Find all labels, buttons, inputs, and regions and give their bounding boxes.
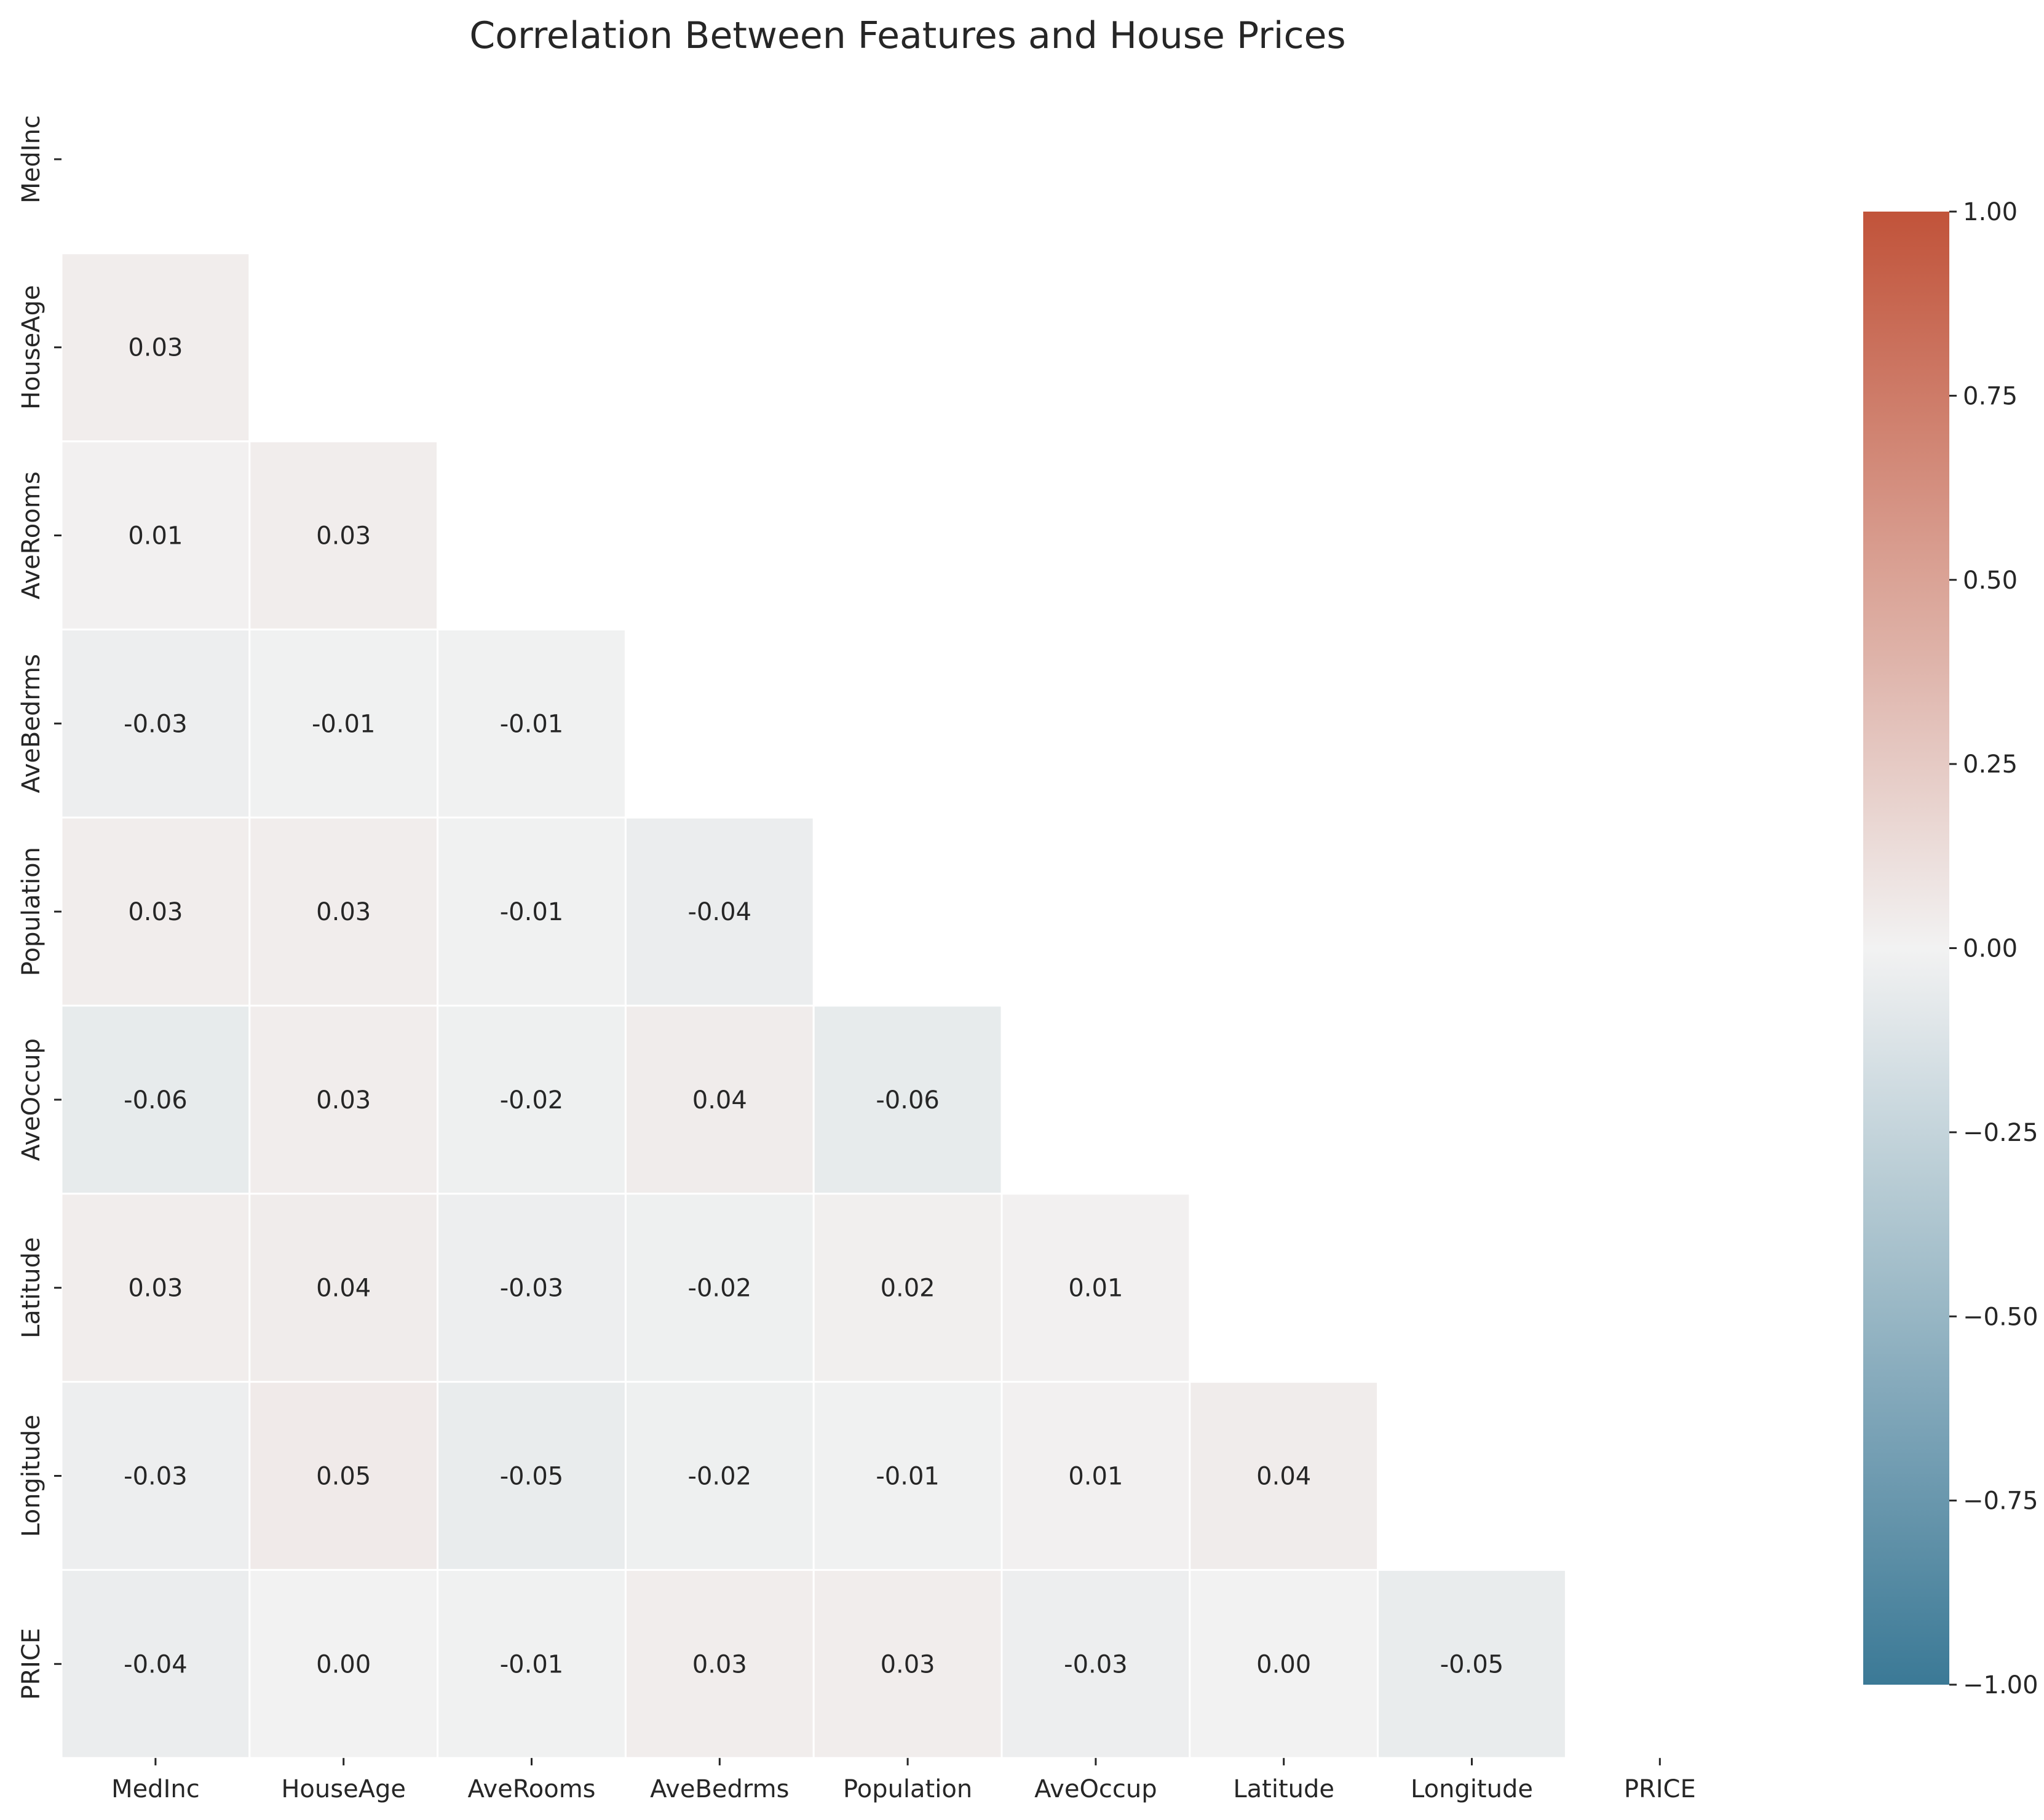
cell-annotation: 0.03 — [316, 522, 371, 550]
heatmap-cell — [248, 628, 439, 819]
heatmap-cell — [812, 1004, 1003, 1195]
cell-annotation: -0.05 — [500, 1463, 564, 1491]
cell-annotation: -0.05 — [1440, 1650, 1504, 1679]
y-tick-label: AveBedrms — [17, 654, 46, 793]
heatmap-cell — [60, 1381, 251, 1571]
x-tick-label: Population — [843, 1775, 972, 1803]
heatmap-cell — [1377, 1568, 1567, 1759]
cell-annotation: -0.01 — [312, 710, 376, 738]
heatmap-cell — [437, 1004, 627, 1195]
cell-annotation: 0.04 — [316, 1274, 371, 1303]
heatmap-cell — [437, 628, 627, 819]
cell-annotation: -0.04 — [688, 898, 752, 926]
heatmap-cell — [248, 1381, 439, 1571]
cell-annotation: -0.03 — [124, 710, 188, 738]
y-tick-label: PRICE — [17, 1628, 46, 1700]
cell-annotations: 0.03 0.01 0.03 -0.03 -0.01 -0.01 0.03 0.03 -0.01… — [124, 334, 1503, 1679]
cell-annotation: 0.03 — [128, 1274, 183, 1303]
cell-annotation: -0.06 — [124, 1086, 188, 1115]
x-tick-label: Longitude — [1411, 1775, 1533, 1803]
cell-annotation: -0.02 — [500, 1086, 564, 1115]
heatmap-cell — [1189, 1381, 1379, 1571]
x-tick-label: AveRooms — [467, 1775, 595, 1803]
x-axis: MedInc HouseAge AveRooms AveBedrms Populatio… — [111, 1758, 1696, 1803]
heatmap-cell — [248, 440, 439, 630]
cell-annotation: -0.01 — [500, 710, 564, 738]
heatmap-cell — [60, 628, 251, 819]
chart-title: Correlation Between Features and House P… — [469, 14, 1345, 57]
heatmap-cells — [60, 252, 1567, 1759]
heatmap-cell — [248, 1004, 439, 1195]
cell-annotation: 0.00 — [316, 1650, 371, 1679]
y-axis: MedInc HouseAge AveRooms AveBedrms Populatio… — [17, 115, 61, 1700]
cell-annotation: 0.03 — [692, 1650, 747, 1679]
cell-annotation: -0.02 — [688, 1463, 752, 1491]
heatmap-cell — [1000, 1381, 1191, 1571]
colorbar-gradient — [1863, 212, 1949, 1685]
colorbar-tick-label: 0.25 — [1963, 750, 2018, 779]
heatmap-cell — [248, 1193, 439, 1383]
cell-annotation: 0.02 — [881, 1274, 935, 1303]
colorbar-tick-label: −1.00 — [1963, 1671, 2038, 1699]
y-tick-label: MedInc — [17, 115, 46, 204]
colorbar-tick-label: 0.75 — [1963, 382, 2018, 410]
y-tick-label: Population — [17, 847, 46, 976]
x-tick-label: PRICE — [1624, 1775, 1696, 1803]
heatmap-cell — [437, 1193, 627, 1383]
cell-annotation: -0.06 — [876, 1086, 940, 1115]
cell-annotation: -0.01 — [876, 1463, 940, 1491]
heatmap-cell — [624, 816, 815, 1007]
cell-annotation: 0.03 — [881, 1650, 935, 1679]
heatmap-cell — [624, 1193, 815, 1383]
cell-annotation: -0.03 — [124, 1463, 188, 1491]
heatmap-cell — [1000, 1193, 1191, 1383]
colorbar-tick-label: −0.75 — [1963, 1487, 2038, 1516]
colorbar-tick-label: −0.50 — [1963, 1303, 2038, 1331]
y-tick-label: Latitude — [17, 1237, 46, 1338]
cell-annotation: -0.03 — [1064, 1650, 1128, 1679]
cell-annotation: 0.03 — [128, 898, 183, 926]
heatmap-cell — [1189, 1568, 1379, 1759]
colorbar-tick-label: −0.25 — [1963, 1119, 2038, 1147]
cell-annotation: 0.01 — [1068, 1463, 1123, 1491]
heatmap-cell — [60, 1568, 251, 1759]
cell-annotation: 0.01 — [1068, 1274, 1123, 1303]
heatmap-cell — [624, 1381, 815, 1571]
cell-annotation: 0.04 — [1256, 1463, 1311, 1491]
cell-annotation: 0.01 — [128, 522, 183, 550]
cell-annotation: -0.01 — [500, 898, 564, 926]
x-tick-label: AveOccup — [1034, 1775, 1157, 1803]
heatmap-cell — [248, 816, 439, 1007]
cell-annotation: 0.00 — [1256, 1650, 1311, 1679]
heatmap-cell — [437, 1568, 627, 1759]
cell-annotation: 0.03 — [316, 1086, 371, 1115]
heatmap-cell — [60, 252, 251, 443]
cell-annotation: 0.03 — [128, 334, 183, 362]
cell-annotation: 0.05 — [316, 1463, 371, 1491]
y-tick-label: Longitude — [17, 1415, 46, 1537]
heatmap-cell — [812, 1193, 1003, 1383]
cell-annotation: -0.04 — [124, 1650, 188, 1679]
cell-annotation: 0.04 — [692, 1086, 747, 1115]
heatmap-cell — [624, 1004, 815, 1195]
y-tick-label: HouseAge — [17, 285, 46, 410]
cell-annotation: -0.02 — [688, 1274, 752, 1303]
x-tick-label: HouseAge — [281, 1775, 406, 1803]
x-tick-label: Latitude — [1233, 1775, 1334, 1803]
cell-annotation: -0.03 — [500, 1274, 564, 1303]
y-tick-label: AveRooms — [17, 471, 46, 599]
x-tick-label: MedInc — [111, 1775, 200, 1803]
cell-annotation: 0.03 — [316, 898, 371, 926]
colorbar-tick-label: 1.00 — [1963, 198, 2018, 226]
colorbar: −1.00 −0.75 −0.50 −0.25 0.00 0.25 0.50 0.75 1.00 — [1863, 198, 2038, 1699]
colorbar-tick-label: 0.50 — [1963, 566, 2018, 595]
colorbar-tick-label: 0.00 — [1963, 935, 2018, 963]
heatmap-cell — [60, 440, 251, 630]
y-tick-label: AveOccup — [17, 1038, 46, 1161]
cell-annotation: -0.01 — [500, 1650, 564, 1679]
x-tick-label: AveBedrms — [650, 1775, 789, 1803]
